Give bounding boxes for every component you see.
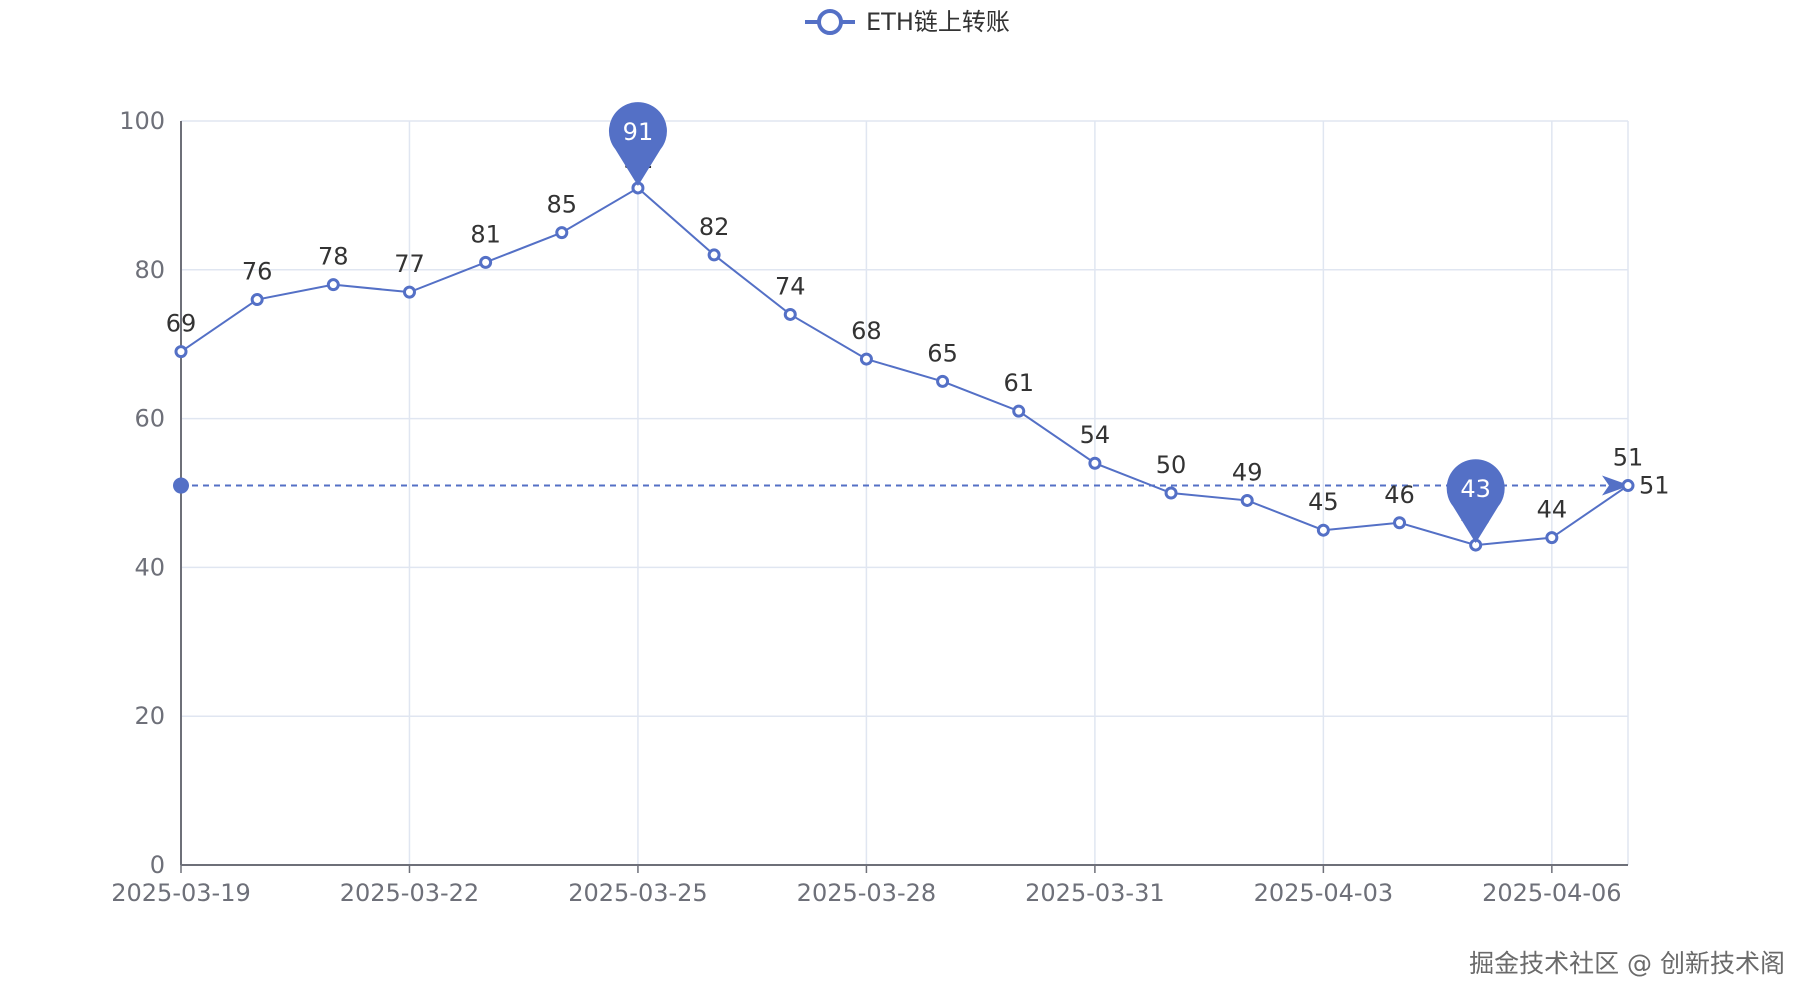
legend-label: ETH链上转账 <box>866 8 1010 36</box>
data-label: 65 <box>927 339 958 367</box>
mark-point-min-pin <box>1446 459 1505 544</box>
legend[interactable]: ETH链上转账 <box>805 8 1010 36</box>
data-label: 46 <box>1384 481 1415 509</box>
data-label: 54 <box>1080 421 1111 449</box>
y-tick-label: 80 <box>134 256 165 284</box>
mark-point-max-pin <box>608 102 667 186</box>
average-line-arrow <box>1602 475 1630 496</box>
data-label: 77 <box>394 250 425 278</box>
data-point <box>1088 456 1102 470</box>
data-label: 74 <box>775 272 806 300</box>
y-tick-label: 20 <box>134 702 165 730</box>
y-tick-label: 40 <box>134 553 165 581</box>
data-label: 51 <box>1613 444 1644 472</box>
data-point <box>859 352 873 366</box>
data-point <box>1316 523 1330 537</box>
data-point <box>1012 404 1026 418</box>
data-point <box>1240 493 1254 507</box>
data-point <box>1164 486 1178 500</box>
data-point <box>555 226 569 240</box>
legend-circle-icon <box>817 9 843 35</box>
x-tick-label: 2025-03-25 <box>568 879 707 907</box>
data-point <box>1621 479 1635 493</box>
watermark: 掘金技术社区 @ 创新技术阁 <box>1469 949 1785 978</box>
data-labels: 6976787781859182746865615450494546434451 <box>166 146 1644 531</box>
data-label: 78 <box>318 243 349 271</box>
mark-point-min-label: 43 <box>1460 475 1491 503</box>
data-label: 82 <box>699 213 730 241</box>
data-label: 85 <box>547 191 578 219</box>
series-line <box>180 186 1629 547</box>
data-point <box>1545 531 1559 545</box>
data-point <box>707 248 721 262</box>
data-label: 50 <box>1156 451 1187 479</box>
average-line-start-dot <box>173 477 189 494</box>
mark-point-max-label: 91 <box>623 118 654 146</box>
data-point <box>174 345 188 359</box>
data-label: 49 <box>1232 458 1263 486</box>
data-label: 44 <box>1537 496 1568 524</box>
data-label: 45 <box>1308 488 1339 516</box>
axes: 0 20 40 60 80 100 2025-03-19 2025-03-22 2025-03-… <box>111 107 1628 907</box>
y-tick-label: 0 <box>150 851 165 879</box>
data-label: 68 <box>851 317 882 345</box>
data-point <box>1393 516 1407 530</box>
data-point <box>936 374 950 388</box>
data-label: 61 <box>1003 369 1034 397</box>
x-tick-label: 2025-03-31 <box>1025 879 1164 907</box>
y-tick-label: 60 <box>134 405 165 433</box>
x-tick-label: 2025-04-06 <box>1482 879 1621 907</box>
data-point <box>250 293 264 307</box>
average-line-label: 51 <box>1639 472 1670 500</box>
x-tick-label: 2025-03-19 <box>111 879 250 907</box>
average-mark-line: 51 <box>173 472 1670 500</box>
x-tick-label: 2025-04-03 <box>1254 879 1393 907</box>
x-tick-label: 2025-03-28 <box>797 879 936 907</box>
x-tick-label: 2025-03-22 <box>340 879 479 907</box>
data-point <box>402 285 416 299</box>
y-tick-label: 100 <box>119 107 165 135</box>
data-point <box>479 255 493 269</box>
data-label: 81 <box>470 220 501 248</box>
data-point <box>783 307 797 321</box>
series-eth <box>174 181 1635 552</box>
mark-points: 91 43 <box>608 102 1505 544</box>
data-point <box>326 278 340 292</box>
data-label: 76 <box>242 258 273 286</box>
data-label: 69 <box>166 310 197 338</box>
